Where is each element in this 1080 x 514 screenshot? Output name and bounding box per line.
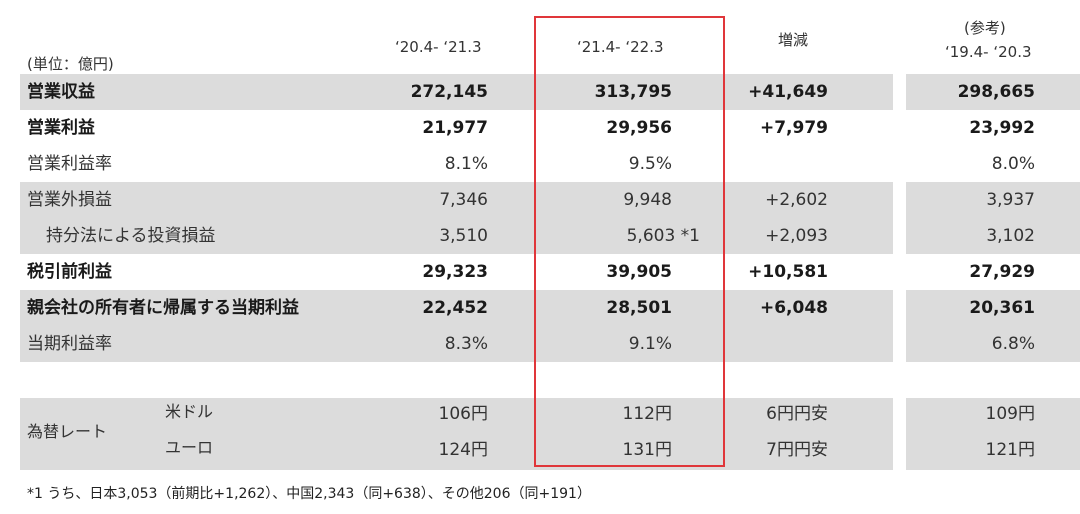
fx-eur-v4: 121円 [985, 440, 1035, 460]
row-non-operating-v3: +2,602 [765, 190, 828, 210]
row-operating-margin-v2: 9.5% [628, 154, 672, 174]
row-equity-method-v2: 5,603 *1 [626, 226, 700, 246]
header-col2: ‘21.4- ‘22.3 [577, 38, 664, 56]
row-pretax-profit-v2: 39,905 [606, 262, 672, 282]
row-non-operating-v2: 9,948 [623, 190, 672, 210]
band-fx-ref [906, 398, 1080, 470]
band-row-revenue-ref [906, 74, 1080, 110]
row-equity-method-v4: 3,102 [986, 226, 1035, 246]
row-operating-profit-v1: 21,977 [422, 118, 488, 138]
header-col3: 増減 [778, 31, 809, 49]
row-equity-method-v3: +2,093 [765, 226, 828, 246]
row-operating-margin-v1: 8.1% [444, 154, 488, 174]
row-revenue-v1: 272,145 [410, 82, 488, 102]
band-row-nonop-ref [906, 182, 1080, 254]
row-revenue-v4: 298,665 [957, 82, 1035, 102]
header-col4-line2: ‘19.4- ‘20.3 [945, 43, 1032, 61]
footnote: *1 うち、日本3,053（前期比+1,262）、中国2,343（同+638）、… [27, 486, 591, 502]
header-col1: ‘20.4- ‘21.3 [395, 38, 482, 56]
row-pretax-profit-v4: 27,929 [969, 262, 1035, 282]
row-pretax-profit-v1: 29,323 [422, 262, 488, 282]
row-label-revenue: 営業収益 [27, 82, 95, 102]
fx-usd-v3: 6円円安 [766, 404, 828, 424]
row-net-income-v2: 28,501 [606, 298, 672, 318]
row-net-margin-v1: 8.3% [444, 334, 488, 354]
highlight-frame-current-year [534, 16, 725, 467]
row-net-margin-v2: 9.1% [628, 334, 672, 354]
row-net-income-v1: 22,452 [422, 298, 488, 318]
unit-label: (単位：億円) [27, 55, 114, 73]
row-pretax-profit-v3: +10,581 [748, 262, 828, 282]
row-label-net-income: 親会社の所有者に帰属する当期利益 [27, 298, 299, 318]
row-operating-profit-v3: +7,979 [759, 118, 828, 138]
row-label-equity-method: 持分法による投資損益 [46, 226, 216, 246]
fx-usd-label: 米ドル [165, 402, 214, 421]
row-equity-method-v1: 3,510 [439, 226, 488, 246]
band-row-netincome [20, 290, 893, 362]
row-label-operating-margin: 営業利益率 [27, 154, 112, 174]
fx-label: 為替レート [27, 422, 108, 441]
row-revenue-v3: +41,649 [748, 82, 828, 102]
row-non-operating-v4: 3,937 [986, 190, 1035, 210]
row-net-margin-v4: 6.8% [991, 334, 1035, 354]
row-label-operating-profit: 営業利益 [27, 118, 95, 138]
row-operating-margin-v4: 8.0% [991, 154, 1035, 174]
row-operating-profit-v4: 23,992 [969, 118, 1035, 138]
fx-usd-v2: 112円 [622, 404, 672, 424]
row-label-non-operating: 営業外損益 [27, 190, 112, 210]
row-operating-profit-v2: 29,956 [606, 118, 672, 138]
header-col4-line1: (参考) [964, 19, 1006, 37]
band-row-revenue [20, 74, 893, 110]
row-non-operating-v1: 7,346 [439, 190, 488, 210]
fx-eur-v1: 124円 [438, 440, 488, 460]
fx-eur-label: ユーロ [165, 438, 214, 457]
fx-eur-v2: 131円 [622, 440, 672, 460]
fx-eur-v3: 7円円安 [766, 440, 828, 460]
row-revenue-v2: 313,795 [594, 82, 672, 102]
band-fx [20, 398, 893, 470]
band-row-nonop [20, 182, 893, 254]
band-row-netincome-ref [906, 290, 1080, 362]
row-label-pretax-profit: 税引前利益 [27, 262, 112, 282]
fx-usd-v1: 106円 [438, 404, 488, 424]
row-net-income-v4: 20,361 [969, 298, 1035, 318]
row-label-net-margin: 当期利益率 [27, 334, 112, 354]
fx-usd-v4: 109円 [985, 404, 1035, 424]
row-net-income-v3: +6,048 [759, 298, 828, 318]
